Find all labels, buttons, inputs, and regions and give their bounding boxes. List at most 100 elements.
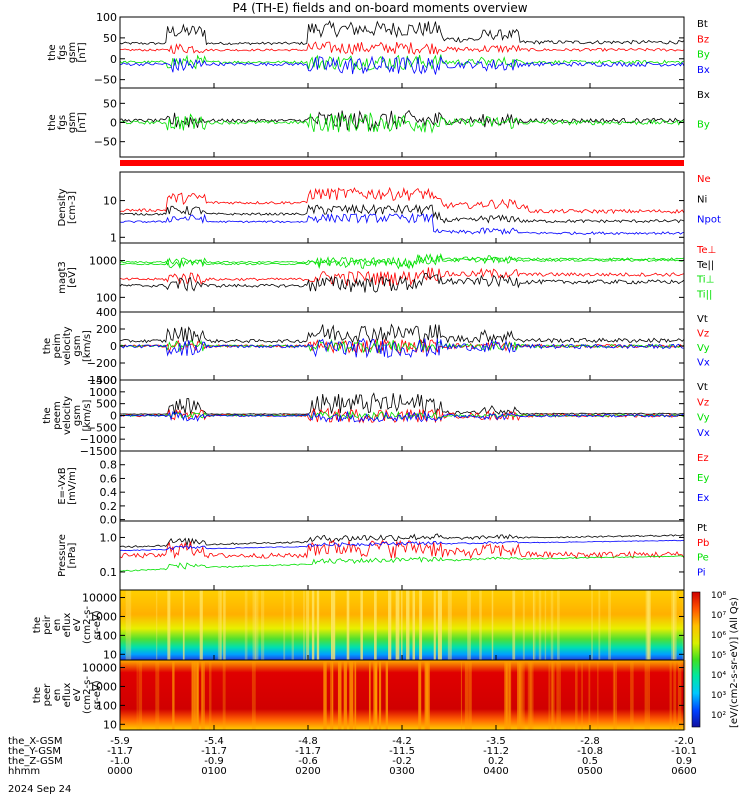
ephemeris-value: -0.9 [204, 756, 224, 767]
y-tick-label: 50 [103, 32, 117, 45]
y-axis-label: sr-eV) [92, 680, 103, 709]
spectrogram-stripe [426, 660, 428, 730]
spectrogram-stripe [613, 660, 618, 730]
spectrogram-stripe [519, 660, 523, 730]
spectrogram-stripe [217, 590, 222, 660]
panel-p1: 100 50 0 −50 the fgs gsm [nT] Bt Bz By Bx [47, 11, 710, 89]
ephemeris-value: -11.7 [295, 746, 321, 757]
spectrogram-stripe [512, 590, 516, 660]
y-tick-label: 10000 [82, 592, 117, 605]
y-tick-label: 1 [110, 231, 117, 244]
series-p4-2 [119, 212, 685, 236]
y-tick-label: 1000 [89, 255, 117, 268]
spectrogram-stripe [673, 660, 677, 730]
colorbar-scale [691, 591, 701, 728]
y-tick-label: 0.6 [100, 472, 118, 485]
legend-Pe: Pe [697, 553, 709, 564]
y-tick-label: 10 [103, 718, 117, 731]
y-axis-label: gsm [72, 405, 83, 426]
spectrogram-stripe [368, 660, 371, 730]
spectrogram-stripe [129, 590, 132, 660]
spectrogram-stripe [311, 590, 315, 660]
spectrogram-stripe [647, 590, 652, 660]
y-axis-label: peem [52, 401, 63, 429]
spectrogram-stripe [648, 660, 650, 730]
y-tick-label: 0 [110, 340, 117, 353]
spectrogram-stripe [305, 590, 310, 660]
y-tick-label: −400 [87, 374, 117, 387]
series-p5-3 [119, 254, 685, 270]
spectrogram-stripe [125, 590, 130, 660]
spectrogram-stripe [612, 660, 615, 730]
spectrogram-stripe [406, 590, 410, 660]
spectrogram-stripe [548, 660, 550, 730]
y-axis-label: the [47, 44, 58, 60]
legend-Npot: Npot [697, 215, 721, 226]
ephemeris-value: 0400 [483, 766, 508, 777]
spectrogram-stripe [575, 660, 578, 730]
spectrogram-stripe [330, 660, 332, 730]
y-tick-label: 10 [103, 648, 117, 661]
y-tick-label: 0 [110, 53, 117, 66]
series-p4-1 [119, 203, 685, 224]
y-axis-label: eflux [62, 683, 73, 708]
spectrogram-stripe [191, 660, 193, 730]
legend-Vx: Vx [697, 428, 710, 439]
series-p6-0 [119, 323, 685, 344]
spectrogram-stripe [505, 660, 510, 730]
spectrogram-stripe [349, 660, 354, 730]
legend-Vt: Vt [697, 314, 708, 325]
ephemeris-value: 0200 [295, 766, 320, 777]
state-bar [120, 160, 684, 166]
series-p9-0 [119, 533, 685, 548]
ephemeris-value: 0000 [107, 766, 132, 777]
y-tick-label: 10000 [82, 662, 117, 675]
legend-Vz: Vz [697, 329, 709, 340]
y-axis-label: peim [52, 333, 63, 358]
spectrogram-stripe [440, 590, 442, 660]
panel-p11: 10000 1000 100 10 the peer en eflux eV (cm2-s-sr-… [32, 659, 686, 731]
colorbar-tick-label: 10⁴ [711, 671, 726, 681]
spectrogram-stripe [378, 660, 382, 730]
ephemeris-label: the_Y-GSM [8, 746, 61, 757]
panel-p5: 1000 100 magt3 [eV] Te⊥ Te|| Ti⊥ Ti|| [57, 242, 716, 313]
colorbar-tick-label: 10⁵ [711, 651, 726, 661]
y-axis-label: the [42, 407, 53, 423]
y-axis-label: en [52, 619, 63, 632]
spectrogram-stripe [172, 660, 175, 730]
y-axis-label: fgs [57, 45, 68, 60]
y-tick-label: 1.0 [100, 531, 118, 544]
panel-p6: 400 200 0 −200 −400 the peim velocity gsm [km/s] V… [42, 306, 710, 387]
series-p9-1 [119, 539, 685, 560]
ephemeris-value: -10.8 [577, 746, 603, 757]
legend-Ti||: Ti|| [696, 289, 712, 300]
date-label: 2024 Sep 24 [8, 784, 71, 795]
series-p6-1 [119, 338, 685, 354]
y-tick-label: −1500 [80, 445, 117, 458]
ephemeris-value: 0.5 [582, 756, 598, 767]
spectrogram-stripe [306, 590, 310, 660]
panel-frame [119, 311, 685, 381]
y-axis-label: [km/s] [82, 330, 93, 362]
legend-Te⊥: Te⊥ [696, 245, 716, 256]
y-axis-label: the [32, 687, 43, 703]
y-tick-label: 200 [96, 323, 117, 336]
spectrogram-stripe [167, 590, 171, 660]
series-p6-3 [119, 337, 684, 359]
spectrogram-stripe [467, 590, 471, 660]
spectrogram-stripe [223, 590, 226, 660]
spectrogram-stripe [303, 590, 306, 660]
spectrogram-stripe [544, 590, 547, 660]
legend-Bz: Bz [697, 34, 709, 45]
ephemeris-value: 0.2 [488, 756, 504, 767]
y-tick-label: 1000 [89, 386, 117, 399]
spectrogram-stripe [550, 660, 552, 730]
spectrogram-stripe [388, 590, 392, 660]
y-axis-label: the [42, 338, 53, 354]
legend-Te||: Te|| [696, 260, 714, 271]
y-tick-label: 500 [96, 398, 117, 411]
y-tick-label: 10 [103, 195, 117, 208]
y-tick-label: 400 [96, 306, 117, 319]
spectrogram-stripe [522, 660, 525, 730]
